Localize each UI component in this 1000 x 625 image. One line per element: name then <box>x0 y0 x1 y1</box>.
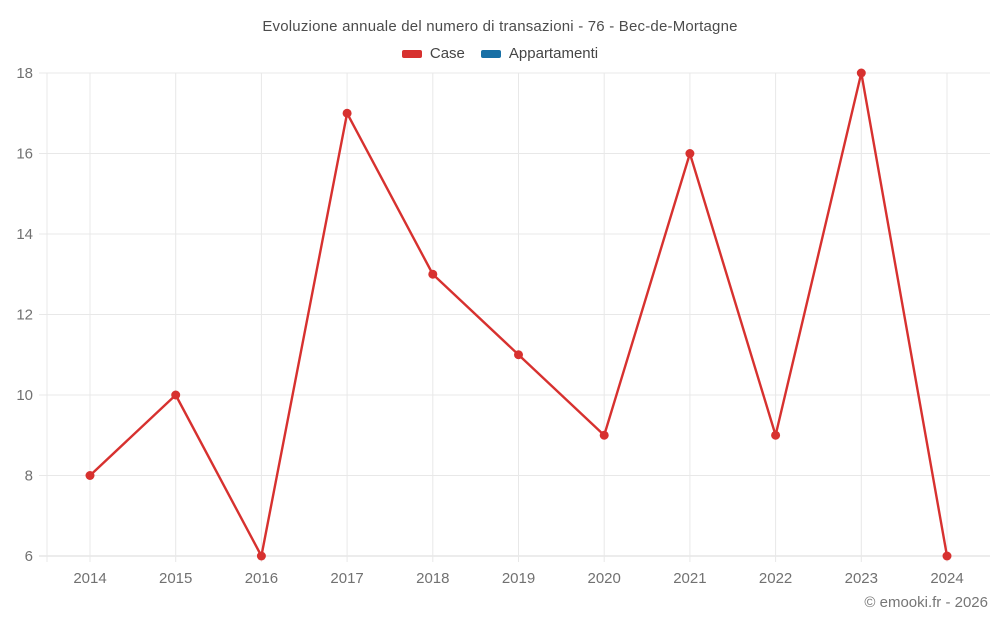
y-axis-tick-label: 16 <box>16 146 33 163</box>
x-axis-tick-label: 2016 <box>245 570 278 587</box>
data-point-2017[interactable] <box>342 108 352 118</box>
y-axis-tick-label: 18 <box>16 65 33 82</box>
y-axis-tick-label: 14 <box>16 226 33 243</box>
data-point-2018[interactable] <box>428 269 438 279</box>
chart-title: Evoluzione annuale del numero di transaz… <box>262 18 738 35</box>
x-axis-tick-label: 2019 <box>502 570 535 587</box>
y-axis-tick-label: 8 <box>25 468 33 485</box>
x-axis-tick-label: 2023 <box>845 570 878 587</box>
legend-item-case[interactable]: Case <box>401 45 465 62</box>
legend-label-case: Case <box>429 45 465 62</box>
legend: Case Appartamenti <box>0 45 1000 62</box>
data-point-2022[interactable] <box>771 430 781 440</box>
legend-item-appartamenti[interactable]: Appartamenti <box>480 45 599 62</box>
x-axis-tick-label: 2018 <box>416 570 449 587</box>
y-axis-tick-label: 6 <box>25 548 33 565</box>
x-axis-tick-label: 2022 <box>759 570 792 587</box>
x-axis-tick-label: 2014 <box>73 570 106 587</box>
data-point-2016[interactable] <box>256 551 266 561</box>
data-point-2014[interactable] <box>85 471 95 480</box>
x-axis-tick-label: 2015 <box>159 570 192 587</box>
data-point-2024[interactable] <box>942 551 952 561</box>
appartamenti-legend-swatch <box>480 49 501 58</box>
x-axis-tick-label: 2020 <box>588 570 621 587</box>
data-point-2015[interactable] <box>171 390 181 400</box>
x-axis-tick-label: 2017 <box>330 570 363 587</box>
x-axis-tick-label: 2024 <box>930 570 963 587</box>
data-point-2020[interactable] <box>599 430 609 440</box>
data-point-2019[interactable] <box>514 350 523 360</box>
watermark: © emooki.fr - 2026 <box>864 594 988 611</box>
case-legend-swatch <box>401 49 422 58</box>
y-axis-tick-label: 10 <box>16 387 33 404</box>
y-axis-tick-label: 12 <box>16 307 33 324</box>
legend-label-appartamenti: Appartamenti <box>508 45 599 62</box>
data-point-2023[interactable] <box>856 68 866 78</box>
data-point-2021[interactable] <box>685 149 695 158</box>
x-axis-tick-label: 2021 <box>673 570 706 587</box>
